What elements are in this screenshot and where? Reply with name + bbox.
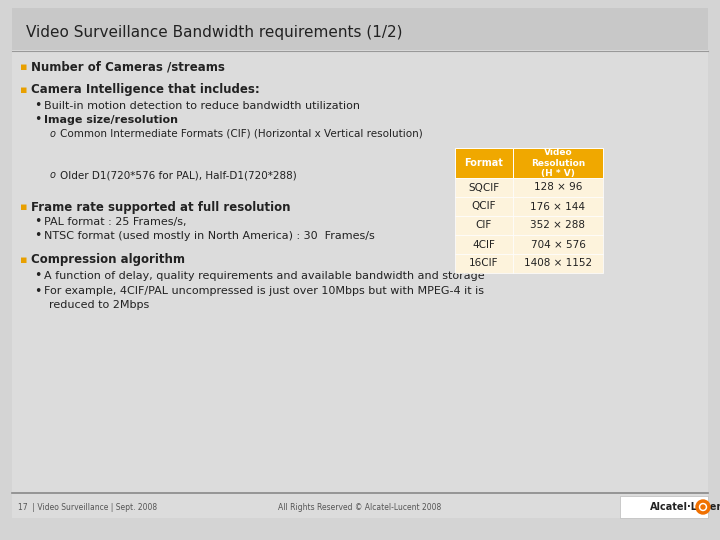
Text: QCIF: QCIF [472,201,496,212]
Text: 16CIF: 16CIF [469,259,499,268]
Text: Frame rate supported at full resolution: Frame rate supported at full resolution [31,200,290,213]
Bar [455,148,513,178]
Text: 352 × 288: 352 × 288 [531,220,585,231]
Text: •: • [34,285,41,298]
Bar [620,496,708,518]
Text: o: o [50,129,56,139]
Text: 176 × 144: 176 × 144 [531,201,585,212]
Bar [513,178,603,197]
Text: Compression algorithm: Compression algorithm [31,253,185,267]
Text: 1408 × 1152: 1408 × 1152 [524,259,592,268]
Text: •: • [34,99,41,112]
Text: Alcatel·Lucent: Alcatel·Lucent [650,502,720,512]
Text: NTSC format (used mostly in North America) : 30  Frames/s: NTSC format (used mostly in North Americ… [44,231,374,241]
Text: •: • [34,230,41,242]
Circle shape [701,505,705,509]
Bar [513,148,603,178]
Circle shape [696,500,710,514]
Text: ▪: ▪ [20,85,27,95]
Text: reduced to 2Mbps: reduced to 2Mbps [49,300,149,310]
Text: Video
Resolution
(H * V): Video Resolution (H * V) [531,148,585,178]
Text: ▪: ▪ [20,255,27,265]
Text: ▪: ▪ [20,62,27,72]
Bar [455,254,513,273]
Bar [12,8,708,50]
Text: For example, 4CIF/PAL uncompressed is just over 10Mbps but with MPEG-4 it is: For example, 4CIF/PAL uncompressed is ju… [44,286,484,296]
Text: 4CIF: 4CIF [472,240,495,249]
Text: Camera Intelligence that includes:: Camera Intelligence that includes: [31,84,260,97]
Text: Image size/resolution: Image size/resolution [44,115,178,125]
Text: •: • [34,113,41,126]
Bar [513,235,603,254]
Text: Common Intermediate Formats (CIF) (Horizontal x Vertical resolution): Common Intermediate Formats (CIF) (Horiz… [60,129,423,139]
Circle shape [700,503,706,510]
Text: 704 × 576: 704 × 576 [531,240,585,249]
Text: 128 × 96: 128 × 96 [534,183,582,192]
Text: Format: Format [464,158,503,168]
Bar [455,197,513,216]
Text: Built-in motion detection to reduce bandwidth utilization: Built-in motion detection to reduce band… [44,101,360,111]
Text: All Rights Reserved © Alcatel-Lucent 2008: All Rights Reserved © Alcatel-Lucent 200… [279,503,441,511]
Text: 17  | Video Surveillance | Sept. 2008: 17 | Video Surveillance | Sept. 2008 [18,503,157,511]
Text: Number of Cameras /streams: Number of Cameras /streams [31,60,225,73]
Text: SQCIF: SQCIF [469,183,500,192]
Text: •: • [34,269,41,282]
Bar [513,197,603,216]
Bar [513,254,603,273]
Text: CIF: CIF [476,220,492,231]
Bar [455,216,513,235]
Bar [513,216,603,235]
Text: •: • [34,215,41,228]
Text: Video Surveillance Bandwidth requirements (1/2): Video Surveillance Bandwidth requirement… [26,24,402,39]
Text: Older D1(720*576 for PAL), Half-D1(720*288): Older D1(720*576 for PAL), Half-D1(720*2… [60,170,297,180]
Bar [455,235,513,254]
Text: o: o [50,170,56,180]
Text: PAL format : 25 Frames/s,: PAL format : 25 Frames/s, [44,217,186,227]
Text: ▪: ▪ [20,202,27,212]
Bar [455,178,513,197]
Text: A function of delay, quality requirements and available bandwidth and storage: A function of delay, quality requirement… [44,271,485,281]
